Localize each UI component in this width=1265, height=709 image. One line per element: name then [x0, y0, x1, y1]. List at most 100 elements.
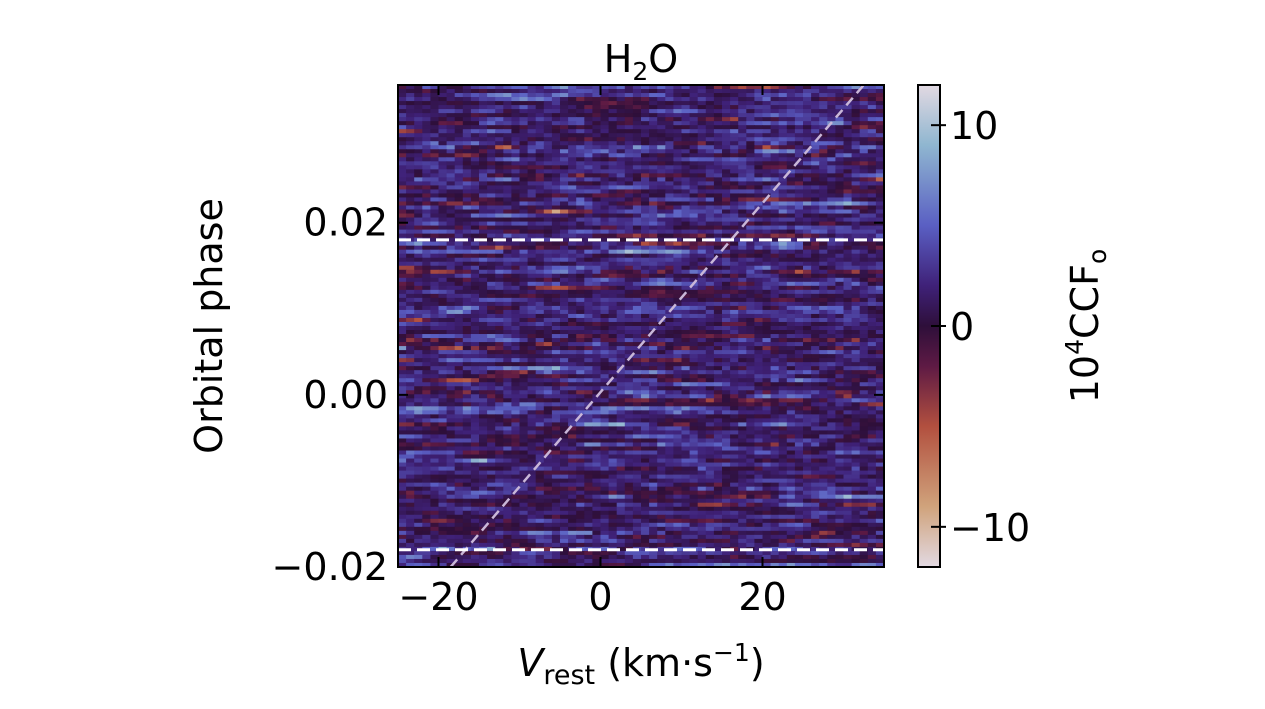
heatmap-cell: [843, 245, 853, 251]
heatmap-cell: [462, 390, 472, 395]
heatmap-cell: [398, 338, 407, 343]
heatmap-cell: [479, 157, 488, 162]
heatmap-cell: [722, 293, 731, 299]
heatmap-cell: [584, 201, 593, 207]
heatmap-cell: [859, 305, 869, 311]
heatmap-cell: [495, 362, 504, 367]
heatmap-cell: [462, 313, 472, 319]
heatmap-cell: [462, 301, 472, 307]
heatmap-cell: [592, 354, 602, 359]
heatmap-cell: [657, 374, 666, 379]
heatmap-cell: [608, 402, 618, 407]
heatmap-cell: [754, 406, 764, 411]
heatmap-cell: [414, 173, 423, 178]
heatmap-cell: [657, 237, 666, 243]
heatmap-cell: [584, 173, 593, 178]
heatmap-cell: [511, 253, 521, 259]
heatmap-cell: [827, 125, 836, 130]
heatmap-cell: [551, 370, 561, 375]
heatmap-cell: [738, 89, 747, 94]
heatmap-cell: [803, 281, 812, 287]
heatmap-cell: [470, 257, 480, 263]
heatmap-cell: [859, 394, 869, 399]
heatmap-cell: [446, 133, 456, 138]
heatmap-cell: [535, 285, 545, 291]
heatmap-cell: [859, 338, 869, 343]
heatmap-cell: [430, 217, 440, 223]
heatmap-cell: [819, 225, 828, 231]
heatmap-cell: [738, 334, 747, 339]
heatmap-cell: [600, 269, 610, 275]
heatmap-cell: [422, 217, 431, 223]
heatmap-cell: [535, 334, 545, 339]
heatmap-cell: [705, 253, 715, 259]
heatmap-cell: [819, 297, 828, 303]
heatmap-cell: [398, 213, 407, 219]
heatmap-cell: [786, 342, 796, 347]
heatmap-cell: [867, 189, 877, 195]
heatmap-cell: [438, 342, 448, 347]
heatmap-cell: [754, 245, 764, 251]
heatmap-cell: [600, 233, 610, 239]
heatmap-cell: [414, 241, 423, 247]
heatmap-cell: [398, 221, 407, 227]
heatmap-cell: [641, 85, 650, 90]
heatmap-cell: [754, 277, 764, 283]
heatmap-cell: [414, 245, 423, 251]
heatmap-cell: [543, 297, 553, 303]
heatmap-cell: [560, 313, 569, 319]
heatmap-cell: [551, 261, 561, 267]
heatmap-cell: [454, 201, 464, 207]
heatmap-cell: [835, 326, 845, 331]
heatmap-cell: [470, 165, 480, 170]
heatmap-cell: [657, 394, 666, 399]
heatmap-cell: [584, 157, 593, 162]
heatmap-cell: [543, 121, 553, 126]
heatmap-cell: [422, 245, 431, 251]
heatmap-cell: [414, 285, 423, 291]
heatmap-cell: [705, 93, 715, 98]
heatmap-cell: [584, 273, 593, 279]
heatmap-cell: [843, 125, 853, 130]
heatmap-cell: [657, 209, 666, 215]
heatmap-cell: [867, 301, 877, 307]
heatmap-cell: [754, 201, 764, 207]
heatmap-cell: [543, 133, 553, 138]
heatmap-cell: [422, 317, 431, 323]
heatmap-cell: [406, 285, 415, 291]
heatmap-cell: [414, 305, 423, 311]
heatmap-cell: [641, 209, 650, 215]
heatmap-cell: [495, 185, 504, 191]
heatmap-cell: [414, 406, 423, 411]
heatmap-cell: [511, 261, 521, 267]
heatmap-cell: [406, 382, 415, 387]
heatmap-cell: [560, 205, 569, 211]
heatmap-cell: [641, 141, 650, 146]
heatmap-cell: [422, 273, 431, 279]
heatmap-cell: [398, 209, 407, 215]
heatmap-cell: [543, 394, 553, 399]
heatmap-cell: [859, 269, 869, 275]
heatmap-cell: [867, 133, 877, 138]
heatmap-cell: [414, 137, 423, 142]
heatmap-cell: [665, 358, 674, 363]
heatmap-cell: [835, 185, 845, 191]
heatmap-cell: [446, 386, 456, 391]
heatmap-cell: [519, 253, 529, 259]
heatmap-cell: [560, 342, 569, 347]
heatmap-cell: [689, 406, 699, 411]
heatmap-cell: [689, 93, 699, 98]
heatmap-cell: [519, 165, 529, 170]
heatmap-cell: [470, 253, 480, 259]
heatmap-cell: [827, 245, 836, 251]
heatmap-cell: [867, 378, 877, 383]
heatmap-cell: [811, 125, 820, 130]
heatmap-cell: [827, 317, 836, 323]
heatmap-cell: [414, 297, 423, 303]
heatmap-cell: [543, 221, 553, 227]
heatmap-cell: [503, 165, 512, 170]
heatmap-cell: [470, 338, 480, 343]
heatmap-cell: [754, 386, 764, 391]
heatmap-cell: [713, 257, 723, 263]
heatmap-cell: [535, 326, 545, 331]
